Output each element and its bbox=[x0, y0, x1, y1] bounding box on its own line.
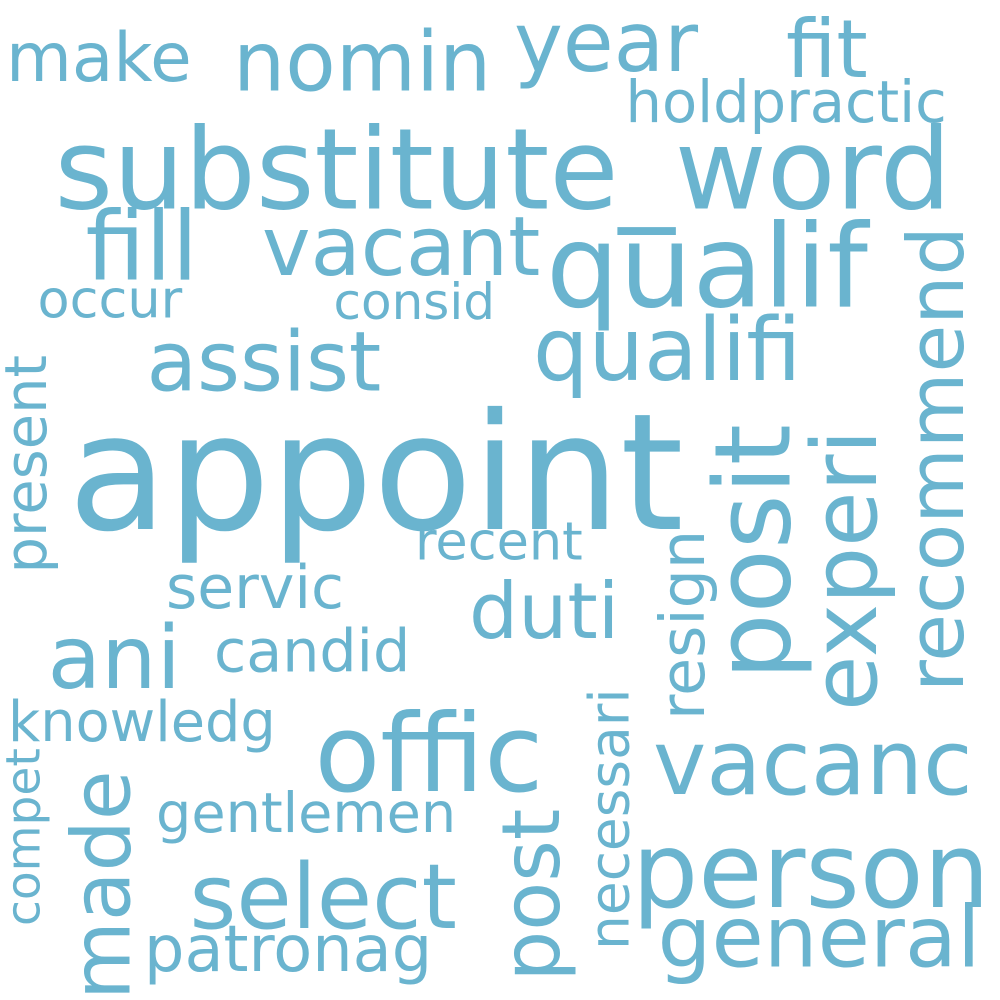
word-vacant: vacant bbox=[262, 200, 541, 295]
word-made: made bbox=[55, 770, 150, 1000]
word-experi: experi bbox=[793, 429, 898, 711]
word-knowledg: knowledg bbox=[8, 690, 276, 755]
word-candid: candid bbox=[214, 617, 411, 686]
word-substitute-word: substitute_word bbox=[54, 104, 952, 236]
word-recommend: recommend bbox=[892, 226, 982, 692]
word-servic: servic bbox=[166, 553, 345, 623]
word-fill: fill bbox=[85, 192, 199, 303]
word-fit: fit bbox=[786, 3, 868, 96]
word-nomin: nomin bbox=[233, 14, 492, 111]
word-patronag: patronag bbox=[144, 913, 433, 987]
word-consid: consid bbox=[333, 273, 495, 331]
word-compet: compet bbox=[0, 748, 52, 926]
word-general: general bbox=[657, 888, 981, 988]
word-qualif: qualif bbox=[546, 200, 868, 335]
word-ani: ani bbox=[47, 607, 181, 709]
word-appoint: appoint bbox=[68, 380, 684, 568]
word-gentlemen: gentlemen bbox=[156, 781, 457, 846]
word-present: present bbox=[0, 354, 60, 574]
word-vacanc: vacanc bbox=[653, 711, 973, 816]
word-duti: duti bbox=[469, 567, 620, 657]
word-assist: assist bbox=[146, 314, 382, 411]
word-occur: occur bbox=[37, 269, 183, 331]
word-post: post bbox=[485, 808, 578, 982]
word-select: select bbox=[189, 845, 457, 950]
word-offic: offic bbox=[314, 692, 544, 817]
word-recent: recent bbox=[415, 511, 583, 573]
word-make: make bbox=[6, 18, 192, 97]
word-holdpractic: holdpractic bbox=[625, 69, 947, 136]
word-qualifi: qualifi bbox=[533, 299, 802, 401]
word-resign: resign bbox=[647, 529, 719, 720]
word-person: person bbox=[632, 810, 990, 932]
word-year: year bbox=[514, 0, 699, 91]
word-necessari: necessari bbox=[577, 688, 642, 950]
